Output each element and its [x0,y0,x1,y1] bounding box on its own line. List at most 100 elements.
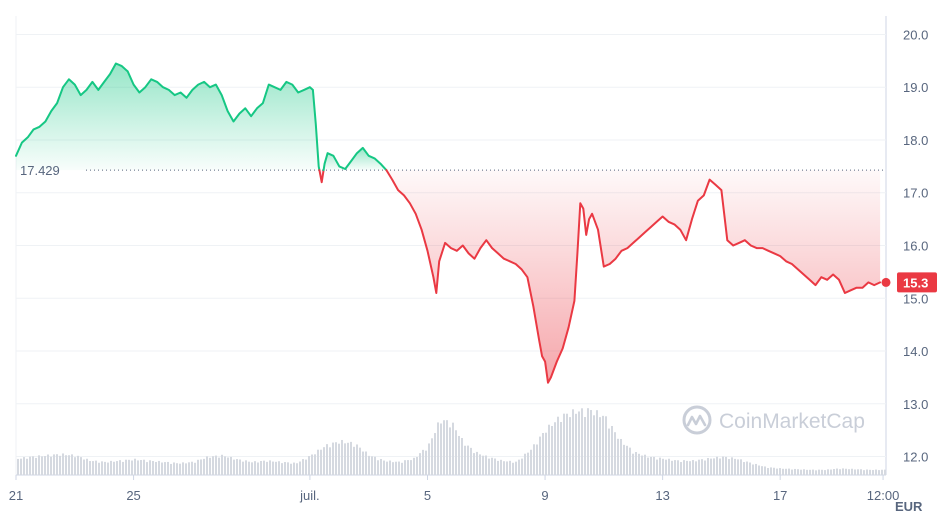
volume-bar [308,456,310,475]
volume-bar [827,469,829,475]
volume-bar [593,415,595,475]
current-price-dot [881,277,891,287]
volume-bar [467,445,469,475]
volume-bar [815,470,817,475]
volume-bar [323,447,325,475]
volume-bar [86,458,88,475]
volume-bar [275,461,277,475]
price-line-down-segment[interactable] [318,169,325,184]
volume-bar [422,449,424,475]
volume-bar [746,461,748,475]
volume-bar [626,445,628,475]
volume-bar [98,462,100,475]
price-line-up-segment[interactable] [15,62,321,172]
volume-bar [509,460,511,475]
volume-bar [410,460,412,475]
volume-bar [614,432,616,475]
volume-bar [695,461,697,475]
volume-bar [608,428,610,475]
x-tick-label: 17 [773,488,787,503]
volume-bar [443,420,445,475]
volume-bar [710,458,712,475]
volume-bar [782,468,784,475]
volume-bar [638,453,640,475]
volume-bar [395,461,397,475]
volume-bar [353,446,355,475]
currency-unit-label: EUR [895,499,923,514]
volume-bar [503,461,505,475]
volume-bar [500,459,502,475]
volume-bar [845,468,847,475]
volume-bar [584,417,586,475]
volume-bar [713,458,715,475]
volume-bar [89,461,91,475]
volume-bar [269,460,271,475]
volume-bar [446,420,448,475]
volume-bar [590,410,592,475]
x-tick-label: 9 [541,488,548,503]
volume-bar [125,459,127,475]
volume-bar [743,462,745,475]
volume-bar [113,461,115,475]
volume-bar [839,469,841,475]
price-line[interactable] [15,62,882,384]
volume-bar [251,462,253,475]
volume-bar [212,456,214,475]
volume-bar [596,410,598,475]
x-tick-label: 13 [655,488,669,503]
volume-bar [884,469,886,475]
volume-bar [863,470,865,475]
volume-bar [497,460,499,475]
volume-bar [866,469,868,475]
volume-bar [242,461,244,475]
volume-bar [359,447,361,475]
volume-bar [29,456,31,475]
volume-bar [617,438,619,475]
volume-bar [56,454,58,475]
volume-bar [194,462,196,475]
y-tick-label: 12.0 [903,450,928,465]
volume-bar [296,463,298,475]
volume-bar [794,468,796,475]
volume-bar [881,469,883,475]
volume-bar [284,462,286,475]
volume-bar [365,451,367,475]
volume-bar [686,460,688,475]
volume-bar [875,469,877,475]
current-price-tag [897,272,937,293]
volume-bar [209,457,211,475]
volume-bar [842,468,844,475]
volume-bar [398,461,400,475]
volume-bar [653,456,655,475]
volume-bar [413,457,415,475]
volume-bar [560,422,562,475]
volume-bar [233,459,235,475]
volume-bar [734,458,736,475]
price-line-up-segment[interactable] [322,146,388,172]
volume-bar [224,456,226,475]
x-tick-label: juil. [299,488,320,503]
volume-bar [698,459,700,475]
volume-bar [716,456,718,475]
volume-bar [488,458,490,475]
x-tick-label: 5 [424,488,431,503]
volume-bar [551,426,553,475]
price-line-down-segment[interactable] [385,169,882,384]
volume-bar [287,462,289,475]
y-axis-ticks: 20.0 19.0 18.0 17.0 16.0 15.0 14.0 13.0 12.0 [903,27,928,464]
volume-bar [266,461,268,475]
volume-bar [329,447,331,475]
volume-bar [23,457,25,475]
volume-bar [17,458,19,475]
volume-bar [173,462,175,475]
volume-bar [221,454,223,475]
volume-bar [248,461,250,475]
volume-bar [848,469,850,475]
volume-bar [140,460,142,475]
volume-bar [416,457,418,475]
volume-bar [587,408,589,475]
volume-bar [206,456,208,475]
volume-bar [854,469,856,475]
x-tick-label: 12:00 [867,488,900,503]
